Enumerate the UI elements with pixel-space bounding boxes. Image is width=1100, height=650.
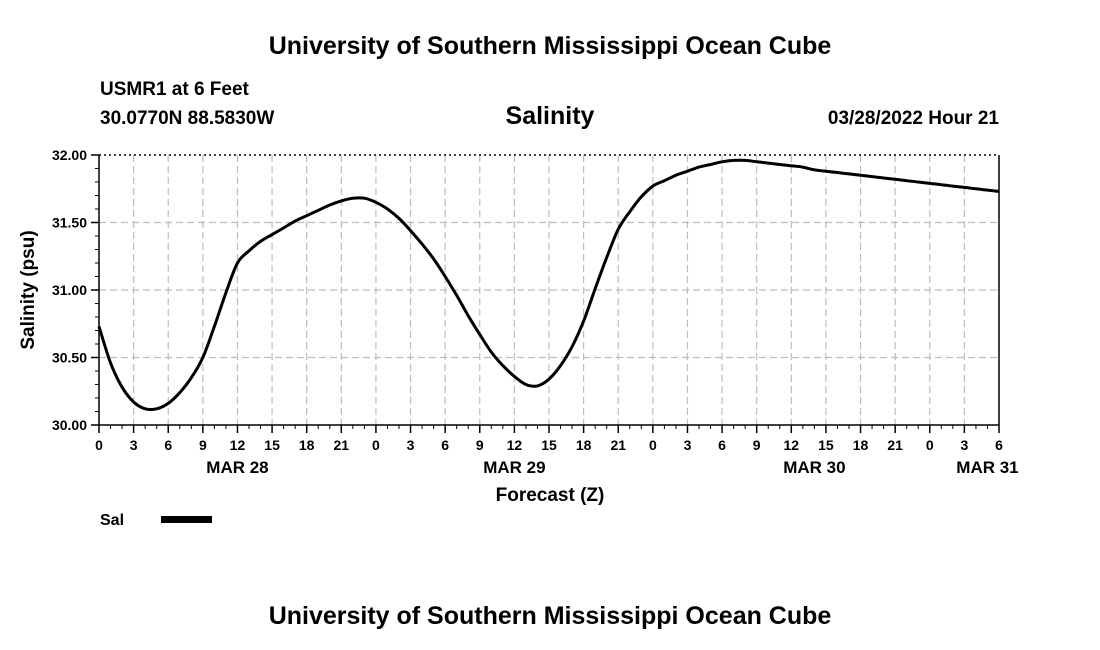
- x-tick-label: 18: [299, 437, 315, 453]
- x-tick-label: 0: [926, 437, 934, 453]
- footer-title: University of Southern Mississippi Ocean…: [269, 602, 832, 630]
- date-labels: MAR 28 MAR 29 MAR 30 MAR 31: [206, 458, 1018, 477]
- x-tick-label: 6: [164, 437, 172, 453]
- y-tick-label: 30.00: [52, 417, 87, 433]
- x-tick-label: 0: [95, 437, 103, 453]
- y-axis-label: Salinity (psu): [18, 230, 39, 349]
- series-lines: [97, 158, 1000, 412]
- x-tick-label: 15: [541, 437, 557, 453]
- x-tick-label: 21: [334, 437, 350, 453]
- y-tick-label: 32.00: [52, 147, 87, 163]
- x-tick-label: 12: [230, 437, 246, 453]
- x-tick-label: 6: [441, 437, 449, 453]
- page-title: University of Southern Mississippi Ocean…: [269, 32, 832, 60]
- x-tick-label: 15: [818, 437, 834, 453]
- legend-swatch: [161, 516, 212, 523]
- y-tick-label: 31.00: [52, 282, 87, 298]
- x-tick-label: 9: [753, 437, 761, 453]
- x-tick-label: 18: [576, 437, 592, 453]
- x-tick-label: 3: [960, 437, 968, 453]
- datetime-label: 03/28/2022 Hour 21: [828, 108, 1000, 129]
- series-line-sal: [97, 158, 1000, 412]
- legend-label: Sal: [100, 512, 124, 529]
- x-axis-ticks: 0 3 6 9 12 15 18 21 0 3 6 9 12 15 18 21 0 3 6 9 12 15 18 21 0 3 6: [95, 425, 1003, 453]
- chart-title: Salinity: [506, 102, 595, 130]
- x-tick-label: 3: [684, 437, 692, 453]
- x-tick-label: 21: [887, 437, 903, 453]
- x-tick-label: 12: [507, 437, 523, 453]
- x-tick-label: 6: [995, 437, 1003, 453]
- date-label: MAR 29: [483, 458, 545, 477]
- y-tick-label: 30.50: [52, 350, 87, 366]
- y-tick-label: 31.50: [52, 215, 87, 231]
- date-label: MAR 30: [783, 458, 845, 477]
- date-label: MAR 31: [956, 458, 1018, 477]
- x-tick-label: 9: [476, 437, 484, 453]
- x-tick-label: 9: [199, 437, 207, 453]
- x-axis-label: Forecast (Z): [496, 485, 605, 506]
- location-label: 30.0770N 88.5830W: [100, 108, 274, 129]
- x-tick-label: 0: [649, 437, 657, 453]
- grid: [99, 155, 999, 425]
- x-tick-label: 6: [718, 437, 726, 453]
- station-label: USMR1 at 6 Feet: [100, 79, 250, 100]
- x-tick-label: 18: [853, 437, 869, 453]
- x-tick-label: 0: [372, 437, 380, 453]
- x-tick-label: 15: [264, 437, 280, 453]
- x-tick-label: 3: [130, 437, 138, 453]
- date-label: MAR 28: [206, 458, 268, 477]
- x-tick-label: 21: [610, 437, 626, 453]
- y-axis-ticks: 30.00 30.50 31.00 31.50 32.00: [52, 147, 99, 433]
- x-tick-label: 12: [784, 437, 800, 453]
- x-tick-label: 3: [407, 437, 415, 453]
